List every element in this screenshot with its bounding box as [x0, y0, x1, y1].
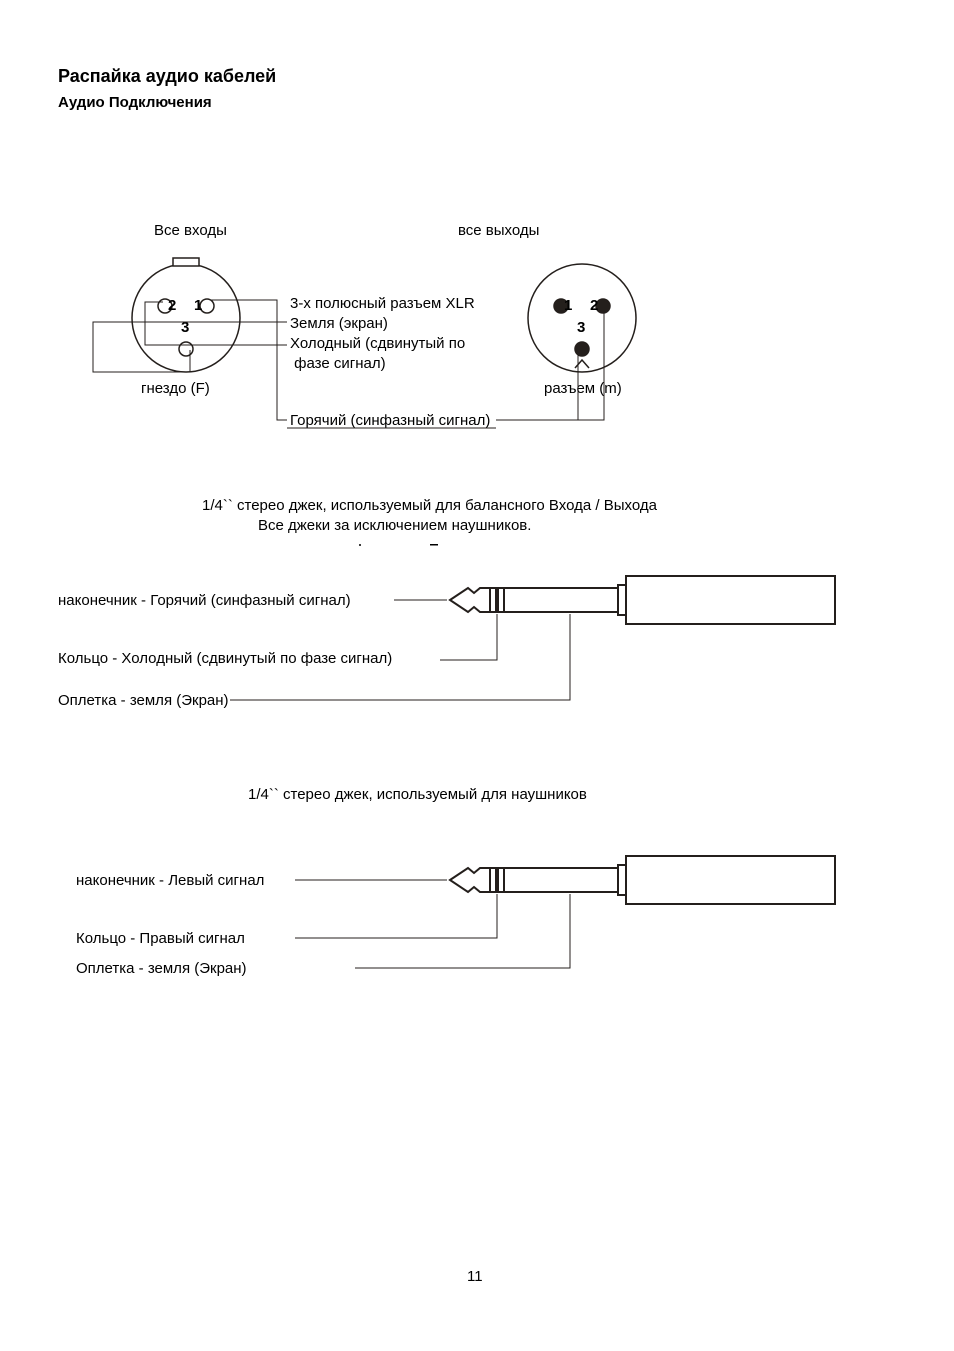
- jack1-sleeve-label: Оплетка - земля (Экран): [58, 692, 229, 709]
- xlr-desc-2: Земля (экран): [290, 315, 388, 332]
- jack1-ring-label: Кольцо - Холодный (сдвинутый по фазе сиг…: [58, 650, 392, 667]
- document-page: Распайка аудио кабелей Аудио Подключения…: [0, 0, 954, 1351]
- page-subtitle: Аудио Подключения: [58, 94, 212, 111]
- xlr-outputs-label: все выходы: [458, 222, 539, 239]
- svg-text:1: 1: [564, 297, 572, 314]
- jack1-tip-label: наконечник - Горячий (синфазный сигнал): [58, 592, 351, 609]
- svg-text:1: 1: [194, 297, 202, 314]
- xlr-desc-3: Холодный (сдвинутый по: [290, 335, 465, 352]
- xlr-desc-4: фазе сигнал): [290, 355, 386, 372]
- xlr-hot-label: Горячий (синфазный сигнал): [290, 412, 490, 429]
- xlr-desc-1: 3-х полюсный разъем XLR: [290, 295, 475, 312]
- svg-text:2: 2: [590, 297, 598, 314]
- xlr-inputs-label: Все входы: [154, 222, 227, 239]
- svg-text:3: 3: [577, 319, 585, 336]
- jack1-title-line2: Все джеки за исключением наушников.: [258, 517, 531, 534]
- svg-text:2: 2: [168, 297, 176, 314]
- xlr-female-label: гнездо (F): [141, 380, 210, 397]
- jack2-sleeve-label: Оплетка - земля (Экран): [76, 960, 247, 977]
- jack2-title: 1/4`` стерео джек, используемый для науш…: [248, 786, 587, 803]
- xlr-male-label: разъем (m): [544, 380, 622, 397]
- jack2-ring-label: Кольцо - Правый сигнал: [76, 930, 245, 947]
- page-number: 11: [467, 1268, 483, 1285]
- diagram-layer: 213123: [0, 0, 954, 1351]
- jack2-tip-label: наконечник - Левый сигнал: [76, 872, 264, 889]
- page-title: Распайка аудио кабелей: [58, 66, 276, 87]
- jack1-title-line1: 1/4`` стерео джек, используемый для бала…: [202, 497, 657, 514]
- svg-text:3: 3: [181, 319, 189, 336]
